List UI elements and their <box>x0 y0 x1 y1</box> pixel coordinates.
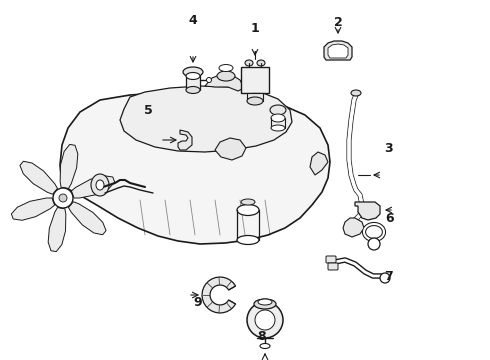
Text: 4: 4 <box>189 13 197 27</box>
Polygon shape <box>324 41 352 60</box>
Polygon shape <box>48 207 66 252</box>
Polygon shape <box>11 198 54 220</box>
Ellipse shape <box>219 64 233 72</box>
Ellipse shape <box>186 86 200 94</box>
Ellipse shape <box>260 343 270 348</box>
Polygon shape <box>215 138 246 160</box>
Circle shape <box>368 238 380 250</box>
Circle shape <box>53 188 73 208</box>
Polygon shape <box>202 277 236 313</box>
Ellipse shape <box>237 204 259 216</box>
Polygon shape <box>355 202 380 220</box>
Text: 8: 8 <box>258 329 266 342</box>
Ellipse shape <box>270 105 286 115</box>
Ellipse shape <box>245 60 253 66</box>
Circle shape <box>380 273 390 283</box>
Polygon shape <box>60 144 78 189</box>
Ellipse shape <box>254 299 276 309</box>
Polygon shape <box>247 93 263 101</box>
Ellipse shape <box>351 90 361 96</box>
Polygon shape <box>241 67 269 93</box>
Polygon shape <box>178 130 192 150</box>
Ellipse shape <box>186 72 200 80</box>
Polygon shape <box>20 161 57 194</box>
Polygon shape <box>120 86 292 152</box>
Ellipse shape <box>237 235 259 244</box>
Text: 7: 7 <box>384 270 392 283</box>
Text: 6: 6 <box>386 211 394 225</box>
Ellipse shape <box>217 71 235 81</box>
Ellipse shape <box>183 67 203 77</box>
Ellipse shape <box>258 299 272 305</box>
Polygon shape <box>343 218 364 237</box>
Ellipse shape <box>271 125 285 131</box>
FancyBboxPatch shape <box>328 263 338 270</box>
Text: 9: 9 <box>194 297 202 310</box>
Ellipse shape <box>241 199 255 205</box>
Ellipse shape <box>271 114 285 122</box>
Polygon shape <box>69 202 106 235</box>
Ellipse shape <box>96 180 104 190</box>
Polygon shape <box>310 152 328 175</box>
Polygon shape <box>205 74 244 91</box>
Text: 1: 1 <box>250 22 259 35</box>
Circle shape <box>255 310 275 330</box>
Ellipse shape <box>91 174 109 196</box>
Circle shape <box>59 194 67 202</box>
Text: 5: 5 <box>144 104 152 117</box>
Polygon shape <box>60 92 330 244</box>
FancyBboxPatch shape <box>326 256 336 263</box>
Ellipse shape <box>247 97 263 105</box>
Circle shape <box>247 302 283 338</box>
Ellipse shape <box>206 77 212 82</box>
Polygon shape <box>72 176 115 198</box>
Text: 3: 3 <box>384 141 392 154</box>
Ellipse shape <box>257 60 265 66</box>
Ellipse shape <box>249 94 261 100</box>
Polygon shape <box>328 44 348 58</box>
Polygon shape <box>186 76 200 90</box>
Text: 2: 2 <box>334 15 343 28</box>
